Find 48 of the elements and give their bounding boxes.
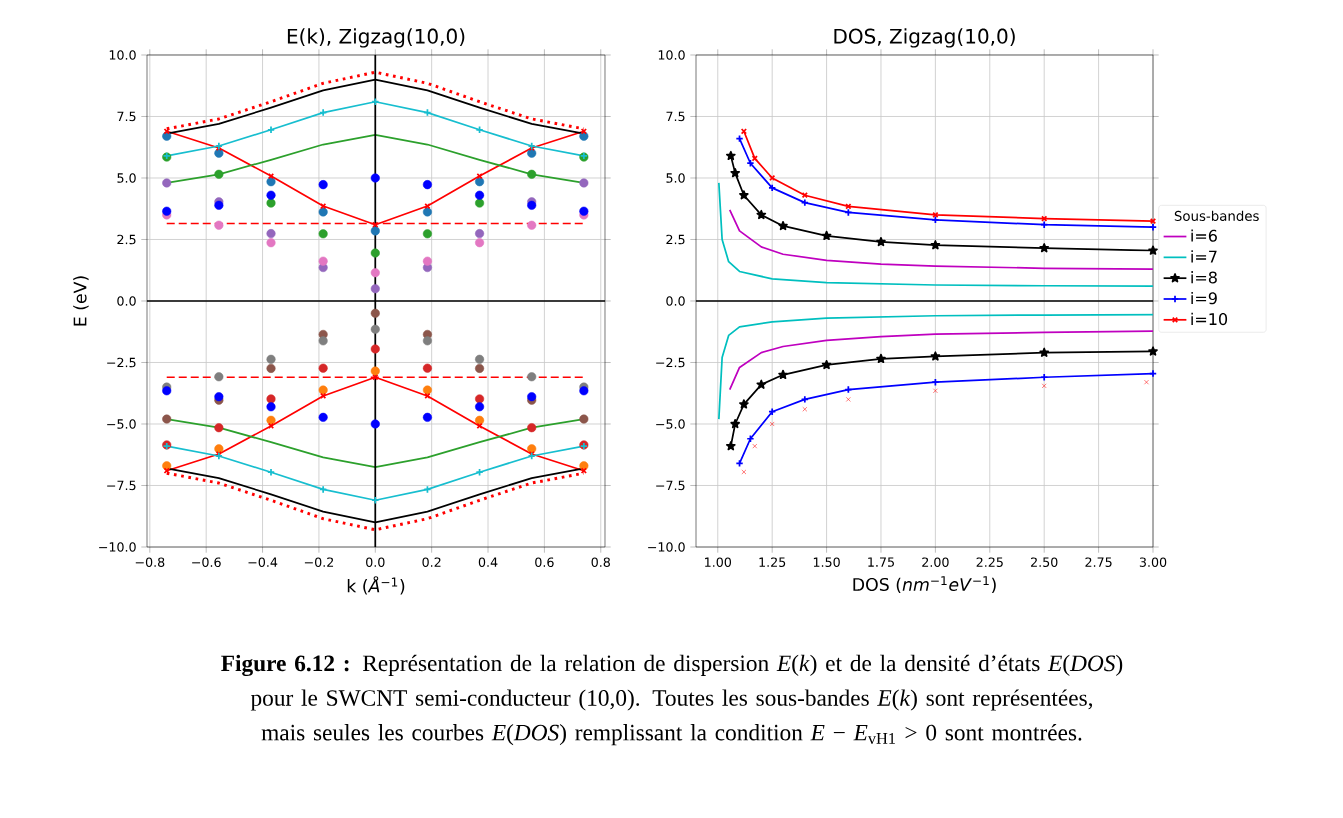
x-tick-label: 0.0 [366,557,385,567]
y-tick-label: 10.0 [658,50,685,60]
y-tick-label: −2.5 [107,357,136,368]
x-tick-label: 2.50 [1031,557,1058,567]
legend-title: Sous-bandes [1174,210,1259,221]
x-tick-label: −0.6 [192,557,221,567]
y-tick-label: 0.0 [117,296,136,306]
x-tick-label: 2.25 [976,557,1003,567]
legend-label: i=6 [1191,229,1217,242]
chart-title: E(k), Zigzag(10,0) [287,28,465,48]
x-tick-label: 1.25 [759,557,786,567]
x-tick-label: 0.8 [591,557,610,567]
legend-label: i=10 [1191,312,1228,326]
y-tick-label: 2.5 [666,234,685,245]
y-tick-label: 7.5 [666,111,685,122]
y-axis-title: E (eV) [73,276,89,326]
x-tick-label: 2.00 [922,557,949,567]
x-tick-label: −0.8 [135,557,165,567]
legend-label: i=9 [1191,291,1217,305]
x-axis-title: k (Å$^{−1}$) [347,576,405,595]
y-tick-label: −5.0 [656,419,685,429]
x-tick-label: −0.2 [304,557,334,567]
text: Figure 6.12 : Représentation de la relation de dispersion E(k) et de la densité d’états E(DOS) pour le SWCNT semi-conducteur (10,0). Toutes les sous-bandes E(k) sont représentées, mais seules les courbes E(DOS) remplissant la condition E − E$_{vH1}$ > 0 sont montrées. [221,654,1123,746]
x-tick-label: 0.4 [478,557,498,567]
y-tick-label: 7.5 [117,111,136,122]
y-tick-label: −7.5 [107,480,136,491]
x-tick-label: 0.6 [535,557,554,567]
legend-label: i=7 [1191,250,1217,263]
x-tick-label: −0.4 [248,557,278,567]
y-tick-label: 2.5 [117,234,136,245]
chart-title: DOS, Zigzag(10,0) [834,28,1015,48]
y-tick-label: 0.0 [666,296,685,306]
y-tick-label: 5.0 [666,173,685,183]
y-tick-label: −10.0 [648,542,685,552]
y-tick-label: −5.0 [107,419,136,429]
x-tick-label: 0.2 [422,557,441,567]
y-tick-label: −2.5 [656,357,685,368]
y-tick-label: 10.0 [109,50,136,60]
x-tick-label: 3.00 [1139,557,1167,567]
legend-label: i=8 [1191,271,1217,284]
y-tick-label: −10.0 [99,542,136,552]
x-tick-label: 2.75 [1085,557,1112,567]
x-tick-label: 1.75 [868,557,894,567]
y-tick-label: −7.5 [656,480,685,491]
x-tick-label: 1.50 [813,557,840,567]
x-tick-label: 1.00 [705,557,732,567]
y-tick-label: 5.0 [117,173,136,183]
x-axis-title: DOS (nm$^{−1}$eV$^{−1}$) [853,576,996,594]
